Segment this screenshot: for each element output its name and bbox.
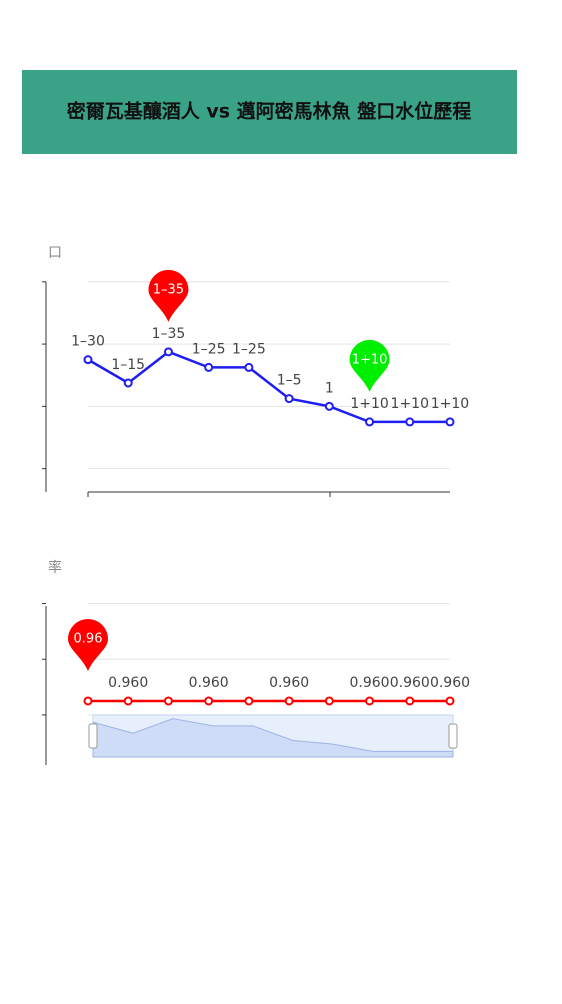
value-label: 1–30 <box>71 334 105 350</box>
point <box>324 401 334 411</box>
series-line <box>87 350 450 424</box>
point <box>163 696 173 706</box>
point <box>405 696 415 706</box>
point <box>83 696 93 706</box>
mark-pin <box>148 269 189 322</box>
zoom-slider-area <box>92 718 454 758</box>
point <box>123 696 133 706</box>
value-label: 1–25 <box>192 341 226 357</box>
point <box>163 347 173 357</box>
value-label: 1+10 <box>431 396 469 412</box>
point <box>123 378 133 388</box>
y-axis-name: 口 <box>48 245 62 261</box>
value-label: 1–5 <box>277 373 302 389</box>
mark-pin-label: 1–35 <box>153 282 184 297</box>
mark-pin-label: 0.96 <box>74 631 103 646</box>
title-banner <box>22 70 517 154</box>
y-axis-name: 率 <box>48 559 62 576</box>
point <box>365 417 375 427</box>
point <box>324 696 334 706</box>
value-label: 1+10 <box>391 396 429 412</box>
point <box>445 696 455 706</box>
value-label: 1–35 <box>152 326 186 342</box>
value-label: 1 <box>325 380 334 396</box>
mark-pin <box>68 618 108 671</box>
value-label: 0.960 <box>390 675 430 691</box>
value-label: 0.960 <box>350 675 390 691</box>
point <box>244 696 254 706</box>
mark-pin-label: 1+10 <box>352 352 388 367</box>
point <box>445 417 455 427</box>
value-label: 0.960 <box>108 675 148 691</box>
value-label: 0.960 <box>189 675 229 691</box>
point <box>204 696 214 706</box>
point <box>284 394 294 404</box>
point <box>83 355 93 365</box>
point <box>204 362 214 372</box>
value-label: 1–25 <box>232 341 266 357</box>
value-label: 0.960 <box>269 675 309 691</box>
value-label: 0.960 <box>430 675 470 691</box>
mark-pin <box>349 339 390 392</box>
point <box>284 696 294 706</box>
point <box>365 696 375 706</box>
point <box>244 362 254 372</box>
value-label: 1+10 <box>350 396 388 412</box>
value-label: 1–15 <box>111 357 145 373</box>
page-title: 密爾瓦基釀酒人 vs 邁阿密馬林魚 盤口水位歷程 <box>67 100 472 123</box>
zoom-handle[interactable] <box>448 723 458 749</box>
point <box>405 417 415 427</box>
zoom-handle[interactable] <box>88 723 98 749</box>
